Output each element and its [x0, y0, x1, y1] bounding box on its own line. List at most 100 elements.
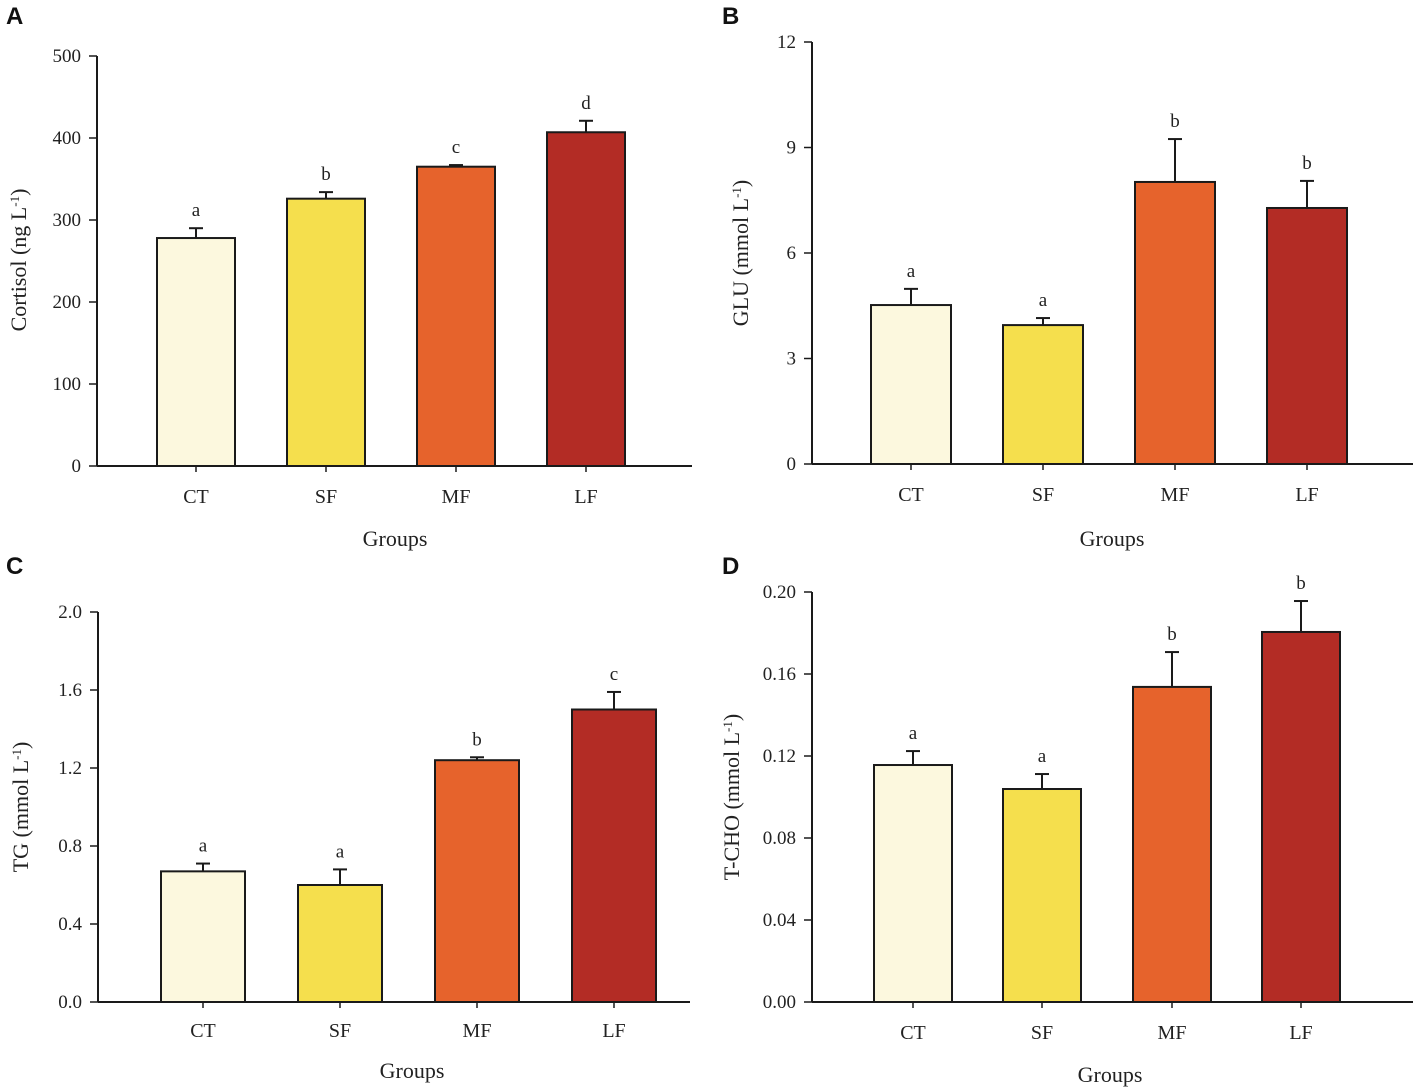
x-tick-label: SF — [1031, 1022, 1053, 1044]
y-axis-label-end: ) — [6, 189, 31, 196]
y-axis-label-text: T-CHO (mmol L — [719, 732, 744, 880]
y-tick-label: 2.0 — [58, 602, 82, 623]
y-tick-label: 0.00 — [763, 992, 796, 1013]
bar-CT — [870, 304, 952, 465]
y-tick-label: 100 — [53, 374, 82, 395]
significance-label: a — [199, 836, 208, 857]
y-tick-label: 3 — [787, 349, 797, 370]
y-tick-label: 0.4 — [58, 914, 82, 935]
x-tick-label: MF — [463, 1020, 492, 1042]
significance-label: b — [472, 729, 482, 750]
y-axis-label-sup: -1 — [9, 749, 24, 760]
significance-label: a — [192, 200, 201, 221]
y-tick-label: 1.2 — [58, 758, 82, 779]
y-tick-label: 0.8 — [58, 836, 82, 857]
significance-label: b — [321, 164, 331, 185]
x-tick-label: MF — [1161, 484, 1190, 506]
bar-LF — [571, 708, 657, 1003]
y-axis-label-end: ) — [728, 180, 753, 187]
bar-MF — [416, 165, 496, 467]
panel-B: Ba CT a SF b MF b LF 0 3 6 9 12 Groups GLU (mmol L-1) — [722, 3, 1413, 551]
y-tick-label: 0.08 — [763, 828, 796, 849]
x-axis-label: Groups — [380, 1058, 445, 1083]
bar-CT — [160, 870, 246, 1003]
y-tick-label: 0 — [72, 456, 82, 477]
y-axis-label: TG (mmol L-1) — [8, 742, 33, 873]
y-axis-label-end: ) — [719, 714, 744, 721]
significance-label: a — [1039, 290, 1048, 311]
x-tick-label: LF — [1295, 484, 1318, 506]
panel-letter: D — [722, 553, 739, 580]
bar-MF — [434, 759, 520, 1004]
x-tick-label: LF — [602, 1020, 625, 1042]
y-axis-label-sup: -1 — [720, 721, 735, 732]
y-axis-label: Cortisol (ng L-1) — [6, 189, 31, 332]
y-axis-label: T-CHO (mmol L-1) — [719, 714, 744, 880]
significance-label: d — [581, 93, 591, 114]
bar-LF — [546, 131, 626, 467]
y-tick-label: 6 — [787, 243, 797, 264]
significance-label: a — [1038, 746, 1047, 767]
bar-MF — [1132, 685, 1212, 1003]
y-tick-label: 300 — [53, 210, 82, 231]
significance-label: b — [1296, 573, 1306, 594]
y-tick-label: 0.0 — [58, 992, 82, 1013]
x-tick-label: MF — [1158, 1022, 1187, 1044]
panel-C: Ca CT a SF b MF c LF 0.0 0.4 0.8 1.2 1.6 2.0 Groups TG … — [6, 553, 690, 1083]
y-tick-label: 12 — [777, 32, 796, 53]
y-axis-label-sup: -1 — [7, 196, 22, 207]
y-tick-label: 9 — [787, 138, 797, 159]
y-tick-label: 0.20 — [763, 582, 796, 603]
x-axis-label: Groups — [1080, 526, 1145, 551]
bar-LF — [1266, 206, 1348, 465]
x-tick-label: LF — [1289, 1022, 1312, 1044]
panel-letter: B — [722, 3, 739, 30]
panel-letter: C — [6, 553, 23, 580]
y-tick-label: 0 — [787, 454, 797, 475]
x-tick-label: MF — [442, 486, 471, 508]
panel-A: Aa CT b SF c MF d LF 0 100 200 300 400 500 Groups Corti… — [6, 3, 692, 551]
y-tick-label: 200 — [53, 292, 82, 313]
y-axis-label-text: Cortisol (ng L — [6, 207, 31, 332]
significance-label: a — [336, 841, 345, 862]
panel-letter: A — [6, 3, 23, 30]
x-tick-label: CT — [898, 484, 924, 506]
x-axis-label: Groups — [363, 526, 428, 551]
y-tick-label: 0.04 — [763, 910, 797, 931]
bar-SF — [286, 197, 366, 467]
significance-label: b — [1167, 624, 1177, 645]
y-tick-label: 400 — [53, 128, 82, 149]
bar-SF — [1002, 788, 1082, 1003]
x-tick-label: SF — [315, 486, 337, 508]
y-axis-label-text: TG (mmol L — [8, 760, 33, 872]
significance-label: b — [1302, 153, 1312, 174]
x-tick-label: SF — [1032, 484, 1054, 506]
bar-LF — [1261, 630, 1341, 1003]
panel-D: Da CT a SF b MF b LF 0.00 0.04 0.08 0.12 0.16 0.20 Gro… — [719, 553, 1413, 1087]
y-axis-label-text: GLU (mmol L — [728, 198, 753, 326]
bar-SF — [297, 884, 383, 1003]
significance-label: c — [610, 664, 618, 685]
x-axis-label: Groups — [1078, 1062, 1143, 1087]
y-axis-label-end: ) — [8, 742, 33, 749]
significance-label: b — [1170, 111, 1180, 132]
significance-label: a — [909, 723, 918, 744]
y-axis-label: GLU (mmol L-1) — [728, 180, 753, 327]
x-tick-label: LF — [574, 486, 597, 508]
x-tick-label: SF — [329, 1020, 351, 1042]
y-tick-label: 1.6 — [58, 680, 82, 701]
significance-label: c — [452, 137, 460, 158]
y-tick-label: 0.16 — [763, 664, 796, 685]
x-tick-label: CT — [900, 1022, 926, 1044]
y-tick-label: 500 — [53, 46, 82, 67]
bar-MF — [1134, 180, 1216, 465]
bar-SF — [1002, 324, 1084, 466]
x-tick-label: CT — [183, 486, 209, 508]
bar-CT — [156, 237, 236, 467]
bar-CT — [873, 764, 953, 1004]
y-tick-label: 0.12 — [763, 746, 796, 767]
y-axis-label-sup: -1 — [729, 187, 744, 198]
x-tick-label: CT — [190, 1020, 216, 1042]
significance-label: a — [907, 261, 916, 282]
